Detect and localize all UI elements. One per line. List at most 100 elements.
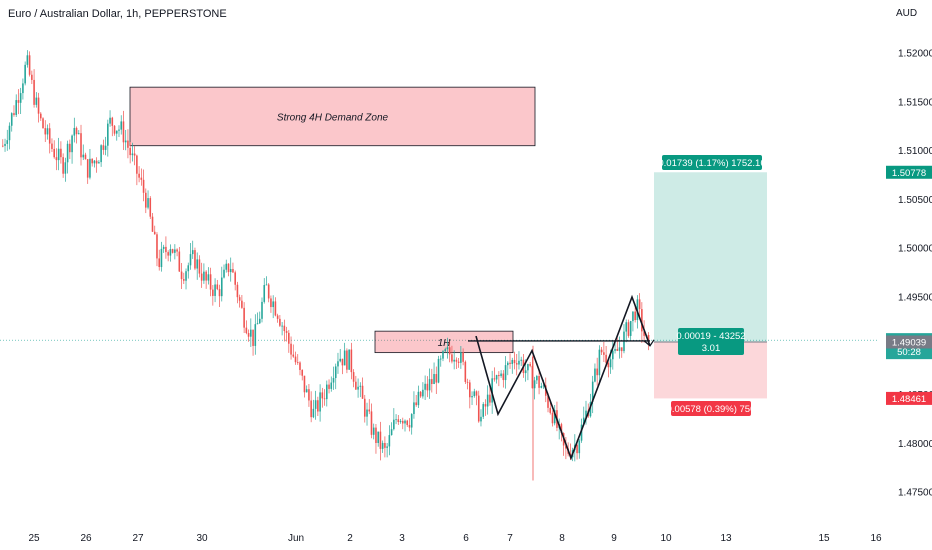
candle-body (22, 83, 24, 94)
candle-body (15, 100, 18, 115)
candle-body (89, 158, 91, 178)
candle-body (370, 411, 373, 435)
candle-body (509, 362, 511, 365)
y-tick-label: 1.48000 (898, 439, 932, 450)
candle-body (547, 395, 549, 408)
candle-body (612, 350, 614, 360)
candle-body (337, 361, 339, 367)
candle-body (194, 250, 196, 269)
candle-body (372, 427, 375, 435)
candle-body (384, 442, 386, 448)
candle-body (109, 117, 111, 124)
candle-body (448, 347, 451, 355)
candle-body (455, 359, 458, 362)
candle-body (433, 374, 435, 385)
candle-body (198, 259, 201, 274)
candle-body (312, 408, 315, 418)
candle-body (133, 153, 136, 156)
y-tick-label: 1.50500 (898, 195, 932, 206)
candle-body (288, 332, 290, 344)
candle-body (357, 386, 359, 390)
x-tick-label: 13 (720, 533, 732, 544)
candle-body (518, 360, 520, 365)
pattern-drawing (468, 294, 655, 461)
currency-label: AUD (896, 8, 918, 19)
candle-body (511, 359, 514, 365)
candle-body (395, 419, 397, 421)
candle-body (589, 401, 592, 417)
candle-body (216, 284, 219, 290)
y-tick-label: 1.51500 (898, 97, 932, 108)
candle-body (270, 298, 272, 308)
candle-body (225, 263, 228, 270)
candle-body (136, 155, 138, 174)
candle-body (359, 385, 362, 387)
candle-body (308, 389, 310, 401)
candle-body (6, 140, 9, 144)
candle-body (502, 373, 505, 381)
candle-body (299, 362, 301, 370)
x-tick-label: 6 (463, 533, 469, 544)
candle-body (475, 391, 478, 396)
candle-body (506, 362, 509, 366)
x-tick-label: 7 (507, 533, 513, 544)
x-tick-label: 9 (611, 533, 617, 544)
candle-body (361, 385, 364, 399)
candle-body (55, 157, 58, 161)
candle-body (91, 158, 93, 164)
candle-body (113, 125, 116, 134)
x-tick-label: 27 (132, 533, 144, 544)
candles (2, 50, 650, 481)
candle-body (303, 375, 306, 393)
candle-body (435, 374, 438, 383)
y-tick-label: 1.50000 (898, 244, 932, 255)
stop-label: 0.00578 (0.39%) 750 (667, 404, 756, 415)
candle-body (527, 364, 529, 371)
candle-body (366, 409, 368, 417)
candle-body (220, 277, 223, 297)
center-label: 3.01 (702, 343, 721, 354)
candle-body (207, 274, 210, 281)
candle-body (451, 354, 453, 362)
candle-body (294, 356, 297, 363)
candle-body (131, 153, 134, 156)
candle-body (536, 375, 538, 381)
candle-body (346, 350, 348, 370)
candle-body (138, 173, 140, 178)
candle-body (553, 410, 556, 424)
candle-body (26, 55, 29, 65)
target-zone (654, 172, 767, 342)
candle-body (634, 311, 636, 321)
candle-body (415, 402, 417, 406)
candle-body (439, 358, 442, 360)
candle-body (187, 265, 190, 272)
candle-body (500, 373, 502, 377)
candle-body (428, 379, 431, 391)
candle-body (576, 444, 578, 454)
candle-body (196, 259, 198, 269)
candle-body (102, 145, 105, 150)
candle-body (151, 216, 154, 232)
candle-body (486, 394, 489, 407)
candle-body (513, 359, 516, 364)
candle-body (471, 396, 473, 398)
candle-body (129, 147, 131, 156)
candle-body (580, 424, 583, 441)
candle-body (276, 315, 279, 319)
candle-body (591, 381, 594, 402)
candle-body (321, 392, 324, 399)
candle-body (363, 398, 366, 417)
candle-body (341, 358, 344, 366)
x-axis: 25 26 27 30 Jun 2 3 6 7 8 9 10 13 15 16 (28, 533, 882, 544)
candle-body (44, 128, 47, 135)
candle-body (540, 386, 543, 388)
candle-body (431, 379, 433, 385)
candle-body (565, 445, 567, 449)
candle-body (174, 249, 176, 253)
candle-body (350, 349, 353, 373)
candle-body (408, 425, 411, 428)
candle-body (285, 331, 288, 333)
candle-body (343, 350, 346, 366)
candle-body (582, 417, 585, 425)
